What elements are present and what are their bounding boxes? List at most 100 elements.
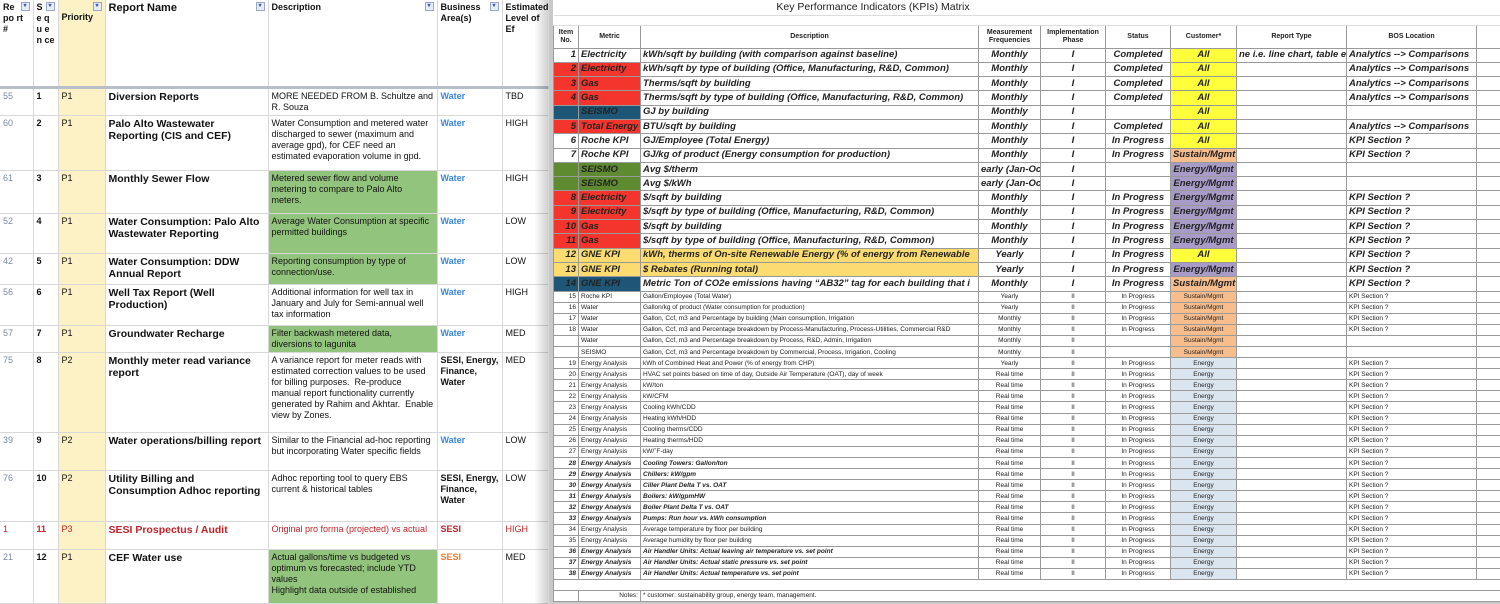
- report-type: [1236, 247, 1347, 263]
- kpi-row[interactable]: SEISMO GJ by building Monthly I All: [553, 104, 1500, 120]
- report-type: [1236, 76, 1347, 92]
- kpi-row[interactable]: SEISMO Avg $/therm early (Jan-Oc I Energy/Mg…: [553, 161, 1500, 178]
- table-row[interactable]: 75 8 P2 Monthly meter read variance report A…: [0, 352, 549, 433]
- column-header[interactable]: Estimated Level of Ef: [502, 0, 549, 89]
- kpi-row[interactable]: 17 Water Gallon, Ccf, m3 and Percentage by…: [553, 312, 1500, 325]
- kpi-row[interactable]: 23 Energy Analysis Cooling kWh/CDD Real tim…: [553, 401, 1500, 414]
- metric: SEISMO: [578, 161, 641, 178]
- effort-level: TBD: [502, 87, 549, 116]
- kpi-row[interactable]: 36 Energy Analysis Air Handler Units: Actu…: [553, 545, 1500, 558]
- report-name: Well Tax Report (Well Production): [105, 284, 269, 326]
- filter-dropdown-icon[interactable]: ▾: [424, 2, 434, 11]
- sequence: 1: [33, 87, 59, 116]
- implementation-phase: II: [1040, 301, 1106, 314]
- filter-dropdown-icon[interactable]: ▾: [489, 2, 499, 11]
- kpi-row[interactable]: 19 Energy Analysis kWh of Combined Heat an…: [553, 357, 1500, 370]
- filter-dropdown-icon[interactable]: ▾: [45, 2, 55, 11]
- filter-dropdown-icon[interactable]: ▾: [92, 2, 102, 11]
- business-area: Water: [437, 170, 503, 214]
- kpi-row[interactable]: 15 Roche KPI Gallon/Employee (Total Water)…: [553, 290, 1500, 303]
- column-header[interactable]: ▾ Report Name: [105, 0, 269, 89]
- kpi-row[interactable]: 22 Energy Analysis kW/CFM Real time II In Pro…: [553, 390, 1500, 403]
- kpi-row[interactable]: 11 Gas $/sqft by type of building (Office,…: [553, 233, 1500, 249]
- measurement-frequency: Real time: [978, 468, 1041, 481]
- column-header[interactable]: ▾ S e q u e n ce: [33, 0, 59, 89]
- measurement-frequency: Monthly: [978, 276, 1041, 292]
- column-header[interactable]: ▾ Re po rt #: [0, 0, 34, 89]
- kpi-row[interactable]: 18 Water Gallon, Ccf, m3 and Percentage br…: [553, 323, 1500, 336]
- report-number: 21: [0, 549, 34, 604]
- kpi-row[interactable]: Water Gallon, Ccf, m3 and Percentage brea…: [553, 334, 1500, 348]
- measurement-frequency: Monthly: [978, 334, 1041, 348]
- kpi-row[interactable]: 9 Electricity $/sqft by type of building (…: [553, 204, 1500, 221]
- kpi-row[interactable]: SEISMO Avg $/kWh early (Jan-Oc I Energy/Mgmt: [553, 176, 1500, 192]
- kpi-row[interactable]: 3 Gas Therms/sqft by building Monthly I Compl…: [553, 76, 1500, 92]
- report-name: Utility Billing and Consumption Adhoc re…: [105, 470, 269, 522]
- report-type: ne i.e. line chart, table e: [1236, 47, 1347, 63]
- kpi-row[interactable]: 2 Electricity kWh/sqft by type of building…: [553, 61, 1500, 78]
- table-row[interactable]: 39 9 P2 Water operations/billing report Simi…: [0, 432, 549, 471]
- table-row[interactable]: 61 3 P1 Monthly Sewer Flow Metered sewer flo…: [0, 170, 549, 214]
- description: kW/ton: [640, 379, 979, 392]
- kpi-row[interactable]: 21 Energy Analysis kW/ton Real time II In Pro…: [553, 379, 1500, 392]
- kpi-row[interactable]: 27 Energy Analysis kW/˚F-day Real time II In …: [553, 445, 1500, 458]
- implementation-phase: II: [1040, 401, 1106, 414]
- filter-dropdown-icon[interactable]: ▾: [255, 2, 265, 11]
- kpi-row[interactable]: 29 Energy Analysis Chillers: kW/gpm Real ti…: [553, 468, 1500, 481]
- kpi-row[interactable]: 6 Roche KPI GJ/Employee (Total Energy) Mont…: [553, 133, 1500, 149]
- kpi-row[interactable]: 7 Roche KPI GJ/kg of product (Energy consu…: [553, 147, 1500, 163]
- kpi-row[interactable]: 20 Energy Analysis HVAC set points based o…: [553, 368, 1500, 381]
- kpi-row[interactable]: 32 Energy Analysis Boiler Plant Delta T vs…: [553, 501, 1500, 514]
- table-row[interactable]: 42 5 P1 Water Consumption: DDW Annual Repor…: [0, 253, 549, 285]
- table-row[interactable]: 55 1 P1 Diversion Reports MORE NEEDED FROM B…: [0, 87, 549, 116]
- kpi-row[interactable]: 26 Energy Analysis Heating therms/HDD Real …: [553, 434, 1500, 447]
- kpi-row[interactable]: 13 GNE KPI $ Rebates (Running total) Yearly…: [553, 261, 1500, 278]
- table-row[interactable]: 56 6 P1 Well Tax Report (Well Production) Ad…: [0, 284, 549, 326]
- table-row[interactable]: 76 10 P2 Utility Billing and Consumption Ad…: [0, 470, 549, 522]
- table-row[interactable]: 52 4 P1 Water Consumption: Palo Alto Wastew…: [0, 213, 549, 254]
- status: In Progress: [1105, 567, 1171, 580]
- implementation-phase: I: [1040, 61, 1106, 78]
- column-header[interactable]: ▾ Description: [268, 0, 438, 89]
- kpi-row[interactable]: 38 Energy Analysis Air Handler Units: Actu…: [553, 567, 1500, 580]
- kpi-row[interactable]: 1 Electricity kWh/sqft by building (with c…: [553, 47, 1500, 63]
- description: Air Handler Units: Actual leaving air te…: [640, 545, 979, 558]
- report-type: [1236, 276, 1347, 292]
- kpi-row[interactable]: 37 Energy Analysis Air Handler Units: Actu…: [553, 556, 1500, 569]
- bos-location: KPI Section ?: [1346, 312, 1477, 325]
- kpi-row[interactable]: 30 Energy Analysis Ciller Plant Delta T vs…: [553, 479, 1500, 492]
- bos-location: KPI Section ?: [1346, 190, 1477, 206]
- kpi-row[interactable]: 10 Gas $/sqft by building Monthly I In Progre…: [553, 219, 1500, 235]
- kpi-row[interactable]: 34 Energy Analysis Average temperature by …: [553, 523, 1500, 536]
- kpi-row[interactable]: 4 Gas Therms/sqft by type of building (Off…: [553, 90, 1500, 106]
- kpi-row[interactable]: 24 Energy Analysis Heating kWh/HDD Real tim…: [553, 412, 1500, 425]
- implementation-phase: II: [1040, 445, 1106, 458]
- column-header[interactable]: ▾ Business Area(s): [437, 0, 503, 89]
- kpi-row[interactable]: 14 GNE KPI Metric Ton of CO2e emissions ha…: [553, 276, 1500, 292]
- table-row[interactable]: 21 12 P1 CEF Water use Actual gallons/time v…: [0, 549, 549, 604]
- metric: Energy Analysis: [578, 368, 641, 381]
- kpi-row[interactable]: 12 GNE KPI kWh, therms of On-site Renewabl…: [553, 247, 1500, 263]
- kpi-row[interactable]: 28 Energy Analysis Cooling Towers: Gallon/…: [553, 456, 1500, 470]
- table-row[interactable]: 60 2 P1 Palo Alto Wastewater Reporting (CIS…: [0, 115, 549, 171]
- kpi-row[interactable]: 33 Energy Analysis Pumps: Run hour vs. kWh…: [553, 512, 1500, 525]
- kpi-row[interactable]: 31 Energy Analysis Boilers: kW/gpmHW Real t…: [553, 490, 1500, 503]
- implementation-phase: II: [1040, 512, 1106, 525]
- table-row[interactable]: 1 11 P3 SESI Prospectus / Audit Original pro…: [0, 521, 549, 550]
- filter-dropdown-icon[interactable]: ▾: [20, 2, 30, 11]
- kpi-row[interactable]: SEISMO Gallon, Ccf, m3 and Percentage bre…: [553, 346, 1500, 359]
- table-row[interactable]: 57 7 P1 Groundwater Recharge Filter backwash…: [0, 325, 549, 353]
- kpi-row[interactable]: 5 Total Energy BTU/sqft by building Monthly…: [553, 118, 1500, 135]
- status: [1105, 176, 1171, 192]
- implementation-phase: II: [1040, 490, 1106, 503]
- kpi-row[interactable]: 16 Water Gallon/kg of product (Water consu…: [553, 301, 1500, 314]
- item-number: 9: [553, 204, 579, 221]
- report-type: [1236, 290, 1347, 303]
- metric: Roche KPI: [578, 147, 641, 163]
- kpi-row[interactable]: 8 Electricity $/sqft by building Monthly I In…: [553, 190, 1500, 206]
- kpi-row[interactable]: 35 Energy Analysis Average humidity by flo…: [553, 534, 1500, 547]
- report-name: Monthly meter read variance report: [105, 352, 269, 433]
- column-header[interactable]: ▾ Priority: [58, 0, 106, 89]
- measurement-frequency: early (Jan-Oc: [978, 176, 1041, 192]
- kpi-row[interactable]: 25 Energy Analysis Cooling therms/CDD Real …: [553, 423, 1500, 436]
